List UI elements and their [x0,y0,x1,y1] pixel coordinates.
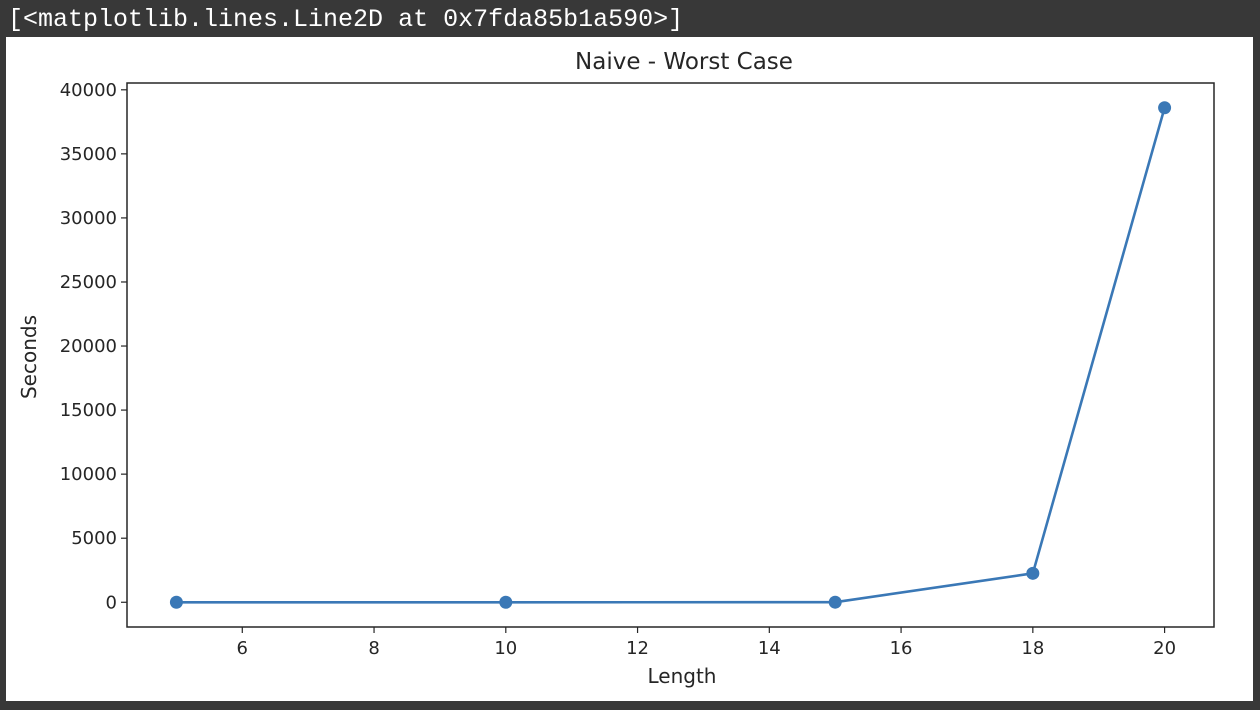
y-tick-label: 40000 [60,80,117,101]
data-point-marker [499,595,513,609]
y-tick-label: 15000 [60,400,117,421]
x-tick-label: 8 [368,638,379,659]
y-tick-label: 35000 [60,144,117,165]
series-line [176,107,1166,604]
x-tick-label: 14 [758,638,781,659]
x-tick-label: 10 [494,638,517,659]
x-tick-label: 6 [237,638,248,659]
chart-figure: Naive - Worst Case 0 5000 10000 15000 20000 2… [6,37,1253,701]
chart-title: Naive - Worst Case [575,49,793,75]
y-tick-label: 10000 [60,464,117,485]
y-axis-label: Seconds [17,315,41,399]
cell-output-repr: [<matplotlib.lines.Line2D at 0x7fda85b1a… [8,5,684,34]
plot-series [169,101,1172,609]
y-tick-label: 0 [106,592,117,613]
x-axis-ticks: 6 8 10 12 14 16 18 20 [237,627,1176,659]
data-point-marker [1026,566,1040,580]
data-point-marker [169,595,183,609]
y-axis-ticks: 0 5000 10000 15000 20000 25000 30000 35000 40000 [60,80,127,613]
plot-frame [126,82,1215,628]
x-axis-label: Length [648,664,717,688]
line-chart: Naive - Worst Case 0 5000 10000 15000 20000 2… [17,49,1215,688]
y-tick-label: 25000 [60,272,117,293]
data-point-marker [1158,101,1172,115]
x-tick-label: 12 [626,638,649,659]
x-tick-label: 16 [890,638,913,659]
y-tick-label: 20000 [60,336,117,357]
data-point-marker [828,595,842,609]
x-tick-label: 20 [1153,638,1176,659]
y-tick-label: 30000 [60,208,117,229]
y-tick-label: 5000 [71,528,117,549]
x-tick-label: 18 [1021,638,1044,659]
